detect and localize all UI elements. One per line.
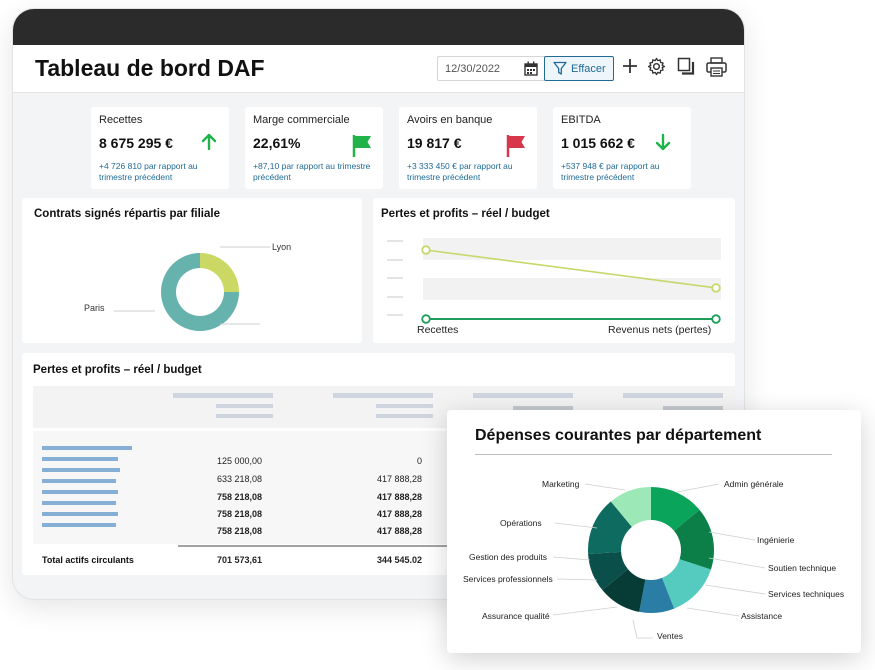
pl-table-title: Pertes et profits – réel / budget bbox=[33, 364, 202, 376]
slice-label: Assistance bbox=[741, 611, 783, 621]
expenses-slice-3[interactable] bbox=[639, 577, 675, 613]
expenses-title: Dépenses courantes par département bbox=[475, 427, 762, 444]
table-cell: 0 bbox=[416, 456, 422, 466]
title-divider bbox=[475, 454, 832, 455]
date-value: 12/30/2022 bbox=[445, 63, 501, 75]
kpi-value: 1 015 662 € bbox=[561, 135, 635, 151]
table-cell: 417 888,28 bbox=[376, 474, 422, 484]
contracts-slice-0[interactable] bbox=[200, 253, 239, 292]
total-cell: 344 545.02 bbox=[376, 555, 422, 565]
data-point-0-0[interactable] bbox=[421, 245, 431, 255]
slice-label: Marketing bbox=[542, 479, 580, 489]
table-cell: 417 888,28 bbox=[376, 526, 422, 536]
gear-icon[interactable] bbox=[647, 57, 666, 76]
pl-line-title: Pertes et profits – réel / budget bbox=[381, 208, 550, 220]
slice-label: Ingénierie bbox=[757, 535, 795, 545]
arrow-up-icon bbox=[201, 133, 217, 151]
slice-label: Services techniques bbox=[768, 589, 845, 599]
expenses-slice-1[interactable] bbox=[674, 509, 714, 570]
page-title: Tableau de bord DAF bbox=[35, 55, 265, 81]
total-cell: 701 573,61 bbox=[216, 555, 262, 565]
table-header-placeholders bbox=[173, 393, 723, 418]
kpi-label: Avoirs en banque bbox=[407, 114, 493, 126]
date-input[interactable]: 12/30/2022 bbox=[437, 56, 546, 81]
kpi-comparison: +3 333 450 € par rapport au trimestre pr… bbox=[407, 161, 513, 182]
expenses-donut-chart bbox=[552, 483, 766, 639]
kpi-card-marge[interactable]: Marge commerciale 22,61% +87,10 par rapp… bbox=[245, 107, 383, 189]
expenses-slice-2[interactable] bbox=[662, 559, 711, 609]
filter-icon bbox=[553, 61, 567, 75]
contracts-panel: Contrats signés répartis par filiale Lyo… bbox=[22, 198, 362, 343]
kpi-value: 22,61% bbox=[253, 135, 301, 151]
kpi-value: 8 675 295 € bbox=[99, 135, 173, 151]
table-cell: 758 218,08 bbox=[216, 492, 262, 502]
kpi-label: EBITDA bbox=[561, 114, 601, 126]
data-point-1-0[interactable] bbox=[421, 314, 431, 324]
slice-label: Paris bbox=[84, 303, 105, 313]
expenses-slice-7[interactable] bbox=[610, 487, 651, 527]
table-cell: 633 218,08 bbox=[216, 474, 262, 484]
kpi-label: Marge commerciale bbox=[253, 114, 350, 126]
slice-label: Soutien technique bbox=[768, 563, 837, 573]
clear-filter-button[interactable]: Effacer bbox=[544, 56, 614, 81]
slice-label: Assurance qualité bbox=[482, 611, 550, 621]
contracts-slice-1[interactable] bbox=[161, 253, 239, 331]
slice-label: Ventes bbox=[657, 631, 683, 641]
slice-label: Admin générale bbox=[724, 479, 784, 489]
kpi-label: Recettes bbox=[99, 114, 143, 126]
expenses-slice-6[interactable] bbox=[588, 501, 632, 554]
table-cell: 758 218,08 bbox=[216, 509, 262, 519]
kpi-value: 19 817 € bbox=[407, 135, 462, 151]
kpi-card-ebitda[interactable]: EBITDA 1 015 662 € +537 948 € par rappor… bbox=[553, 107, 691, 189]
table-cell: 417 888,28 bbox=[376, 509, 422, 519]
kpi-comparison: +87,10 par rapport au trimestre précéden… bbox=[253, 161, 371, 182]
add-icon[interactable] bbox=[622, 57, 638, 75]
expenses-slice-5[interactable] bbox=[588, 551, 628, 591]
table-cell: 417 888,28 bbox=[376, 492, 422, 502]
clear-filter-label: Effacer bbox=[571, 63, 606, 75]
flag-icon bbox=[352, 135, 371, 157]
expenses-slice-0[interactable] bbox=[651, 487, 700, 531]
kpi-card-recettes[interactable]: Recettes 8 675 295 € +4 726 810 par rapp… bbox=[91, 107, 229, 189]
kpi-comparison: +537 948 € par rapport au trimestre préc… bbox=[561, 161, 660, 182]
arrow-down-icon bbox=[655, 133, 671, 151]
row-label-placeholders bbox=[42, 446, 462, 547]
leader-lines bbox=[552, 483, 766, 639]
print-icon[interactable] bbox=[706, 57, 727, 77]
calendar-icon[interactable] bbox=[524, 61, 538, 76]
slice-label: Gestion des produits bbox=[469, 552, 547, 562]
table-cell: 758 218,08 bbox=[216, 526, 262, 536]
pl-line-panel: Pertes et profits – réel / budget Recett… bbox=[373, 198, 735, 343]
kpi-card-avoirs[interactable]: Avoirs en banque 19 817 € +3 333 450 € p… bbox=[399, 107, 537, 189]
expenses-slice-4[interactable] bbox=[602, 569, 646, 612]
window-titlebar bbox=[13, 9, 744, 45]
flag-icon bbox=[506, 135, 525, 157]
x-tick-label: Revenus nets (pertes) bbox=[608, 324, 712, 336]
pl-line-chart bbox=[387, 238, 721, 324]
expenses-card: Dépenses courantes par département Marke… bbox=[447, 410, 861, 653]
series-line-0 bbox=[425, 249, 717, 289]
kpi-comparison: +4 726 810 par rapport au trimestre préc… bbox=[99, 161, 198, 182]
slice-label: Services professionnels bbox=[463, 574, 553, 584]
contracts-title: Contrats signés répartis par filiale bbox=[34, 208, 220, 220]
data-point-1-1[interactable] bbox=[711, 314, 721, 324]
table-cell: 125 000,00 bbox=[216, 456, 262, 466]
contracts-donut-chart bbox=[114, 246, 270, 331]
data-point-0-1[interactable] bbox=[711, 283, 721, 293]
slice-label: Opérations bbox=[500, 518, 542, 528]
dashboard-header: Tableau de bord DAF 12/30/2022 Effacer bbox=[13, 45, 744, 93]
slice-label: Lyon bbox=[272, 242, 292, 252]
x-tick-label: Recettes bbox=[417, 324, 459, 336]
total-row-label: Total actifs circulants bbox=[42, 555, 134, 565]
duplicate-icon[interactable] bbox=[677, 57, 695, 76]
